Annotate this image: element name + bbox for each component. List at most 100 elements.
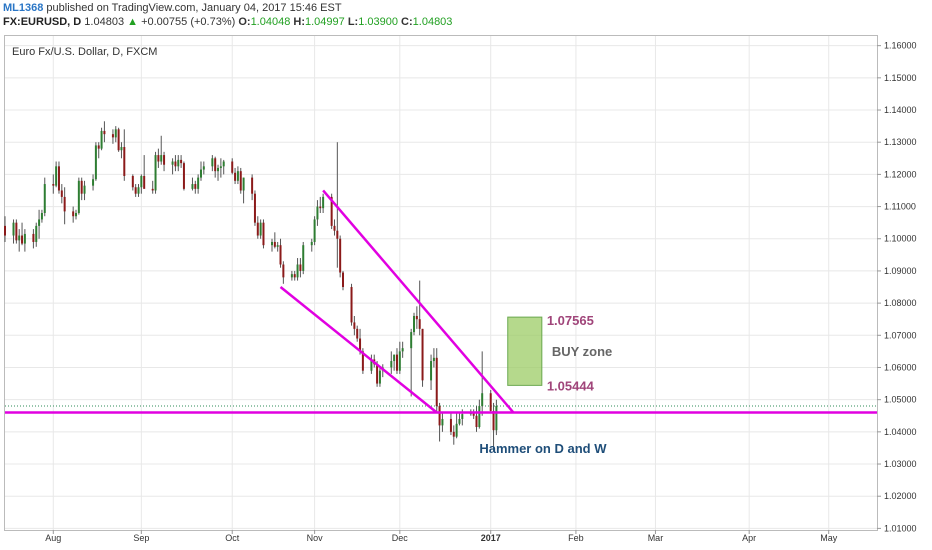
candle-up	[191, 184, 194, 189]
x-tick-label: Oct	[225, 533, 240, 543]
high-value: 1.04997	[305, 16, 345, 28]
candle-down	[353, 322, 356, 329]
publish-line: ML1368 published on TradingView.com, Jan…	[3, 1, 452, 15]
x-tick-label: May	[820, 533, 838, 543]
candle-up	[458, 418, 461, 424]
candle-up	[92, 179, 95, 186]
candles-group	[4, 121, 498, 452]
candle-down	[80, 180, 83, 194]
candle-down	[342, 272, 345, 288]
chart-title: Euro Fx/U.S. Dollar, D, FXCM	[12, 46, 157, 58]
candle-down	[52, 184, 55, 186]
candle-up	[177, 159, 180, 167]
x-tick-label: Apr	[742, 533, 756, 543]
time-axis[interactable]: Aug Sep Oct Nov Dec 2017 Feb Mar Apr May	[45, 530, 838, 543]
candle-down	[330, 196, 333, 226]
buy-zone-label: BUY zone	[552, 344, 612, 359]
author-name[interactable]: ML1368	[3, 2, 44, 14]
candle-up	[211, 158, 214, 167]
x-tick-label: Nov	[307, 533, 324, 543]
candle-up	[77, 180, 80, 214]
candle-down	[449, 418, 452, 432]
candle-down	[174, 161, 177, 167]
candle-down	[475, 415, 478, 428]
candle-down	[72, 211, 75, 217]
candle-up	[413, 315, 416, 333]
candle-up	[270, 241, 273, 246]
candle-down	[131, 175, 134, 188]
hammer-label: Hammer on D and W	[479, 441, 607, 456]
y-tick-label: 1.06000	[884, 362, 917, 372]
candle-up	[171, 161, 174, 165]
candle-up	[219, 166, 222, 168]
candle-up	[401, 348, 404, 352]
candle-up	[94, 145, 97, 180]
price-change: +0.00755 (+0.73%)	[141, 16, 236, 28]
chart-header: ML1368 published on TradingView.com, Jan…	[3, 1, 452, 29]
candle-down	[262, 222, 265, 246]
price-axis[interactable]: 1.16000 1.15000 1.14000 1.13000 1.12000 1.110…	[877, 41, 917, 534]
candle-down	[361, 351, 364, 371]
candle-down	[350, 287, 353, 323]
candle-down	[359, 338, 362, 352]
candle-down	[4, 225, 6, 236]
candle-up	[202, 166, 205, 170]
candle-up	[12, 222, 15, 236]
x-tick-label: Feb	[568, 533, 584, 543]
candle-down	[214, 158, 217, 172]
buy-zone-top-label: 1.07565	[547, 313, 594, 328]
candle-down	[134, 187, 137, 194]
candle-down	[157, 155, 160, 162]
candle-down	[293, 274, 296, 278]
candle-up	[432, 357, 435, 362]
candle-up	[370, 359, 373, 371]
candle-up	[313, 219, 316, 242]
candle-up	[322, 196, 325, 209]
y-tick-label: 1.14000	[884, 105, 917, 115]
candle-down	[111, 134, 114, 138]
candle-down	[117, 129, 120, 151]
y-tick-label: 1.11000	[884, 202, 916, 212]
x-tick-label: Mar	[648, 533, 664, 543]
candle-down	[32, 233, 35, 242]
y-tick-label: 1.09000	[884, 266, 917, 276]
candle-up	[302, 245, 305, 271]
buy-zone-box	[507, 316, 543, 386]
published-text: published on TradingView.com, January 04…	[46, 2, 342, 14]
x-tick-label: Sep	[133, 533, 149, 543]
candle-down	[421, 328, 424, 381]
x-tick-label: Dec	[392, 533, 409, 543]
candle-down	[60, 190, 63, 197]
candle-down	[376, 364, 379, 384]
candle-down	[151, 188, 154, 191]
drawings-group: 1.07565 1.05444 BUY zone Hammer on D and W	[5, 189, 877, 456]
candle-up	[290, 274, 293, 278]
candle-up	[393, 354, 396, 362]
x-tick-label: 2017	[481, 533, 501, 543]
candle-up	[478, 406, 481, 428]
candle-up	[410, 332, 413, 349]
candle-up	[114, 129, 117, 138]
candle-up	[35, 225, 38, 242]
chart-pane-border	[4, 35, 878, 531]
x-tick-label: Aug	[45, 533, 61, 543]
candle-up	[310, 241, 313, 246]
candle-up	[83, 185, 86, 194]
close-label: C:	[401, 16, 413, 28]
buy-zone-bottom-label: 1.05444	[547, 378, 595, 393]
candle-down	[319, 206, 322, 209]
candle-up	[38, 219, 41, 226]
candle-down	[194, 184, 197, 189]
upper-trendline	[322, 189, 515, 414]
candle-down	[234, 172, 237, 181]
candle-down	[123, 147, 126, 176]
candle-down	[438, 406, 441, 426]
candle-up	[259, 222, 262, 236]
candle-down	[57, 166, 60, 191]
candle-down	[356, 328, 359, 339]
y-tick-label: 1.15000	[884, 73, 917, 83]
open-value: 1.04048	[250, 16, 291, 28]
candle-up	[100, 130, 103, 149]
candle-down	[251, 177, 254, 194]
